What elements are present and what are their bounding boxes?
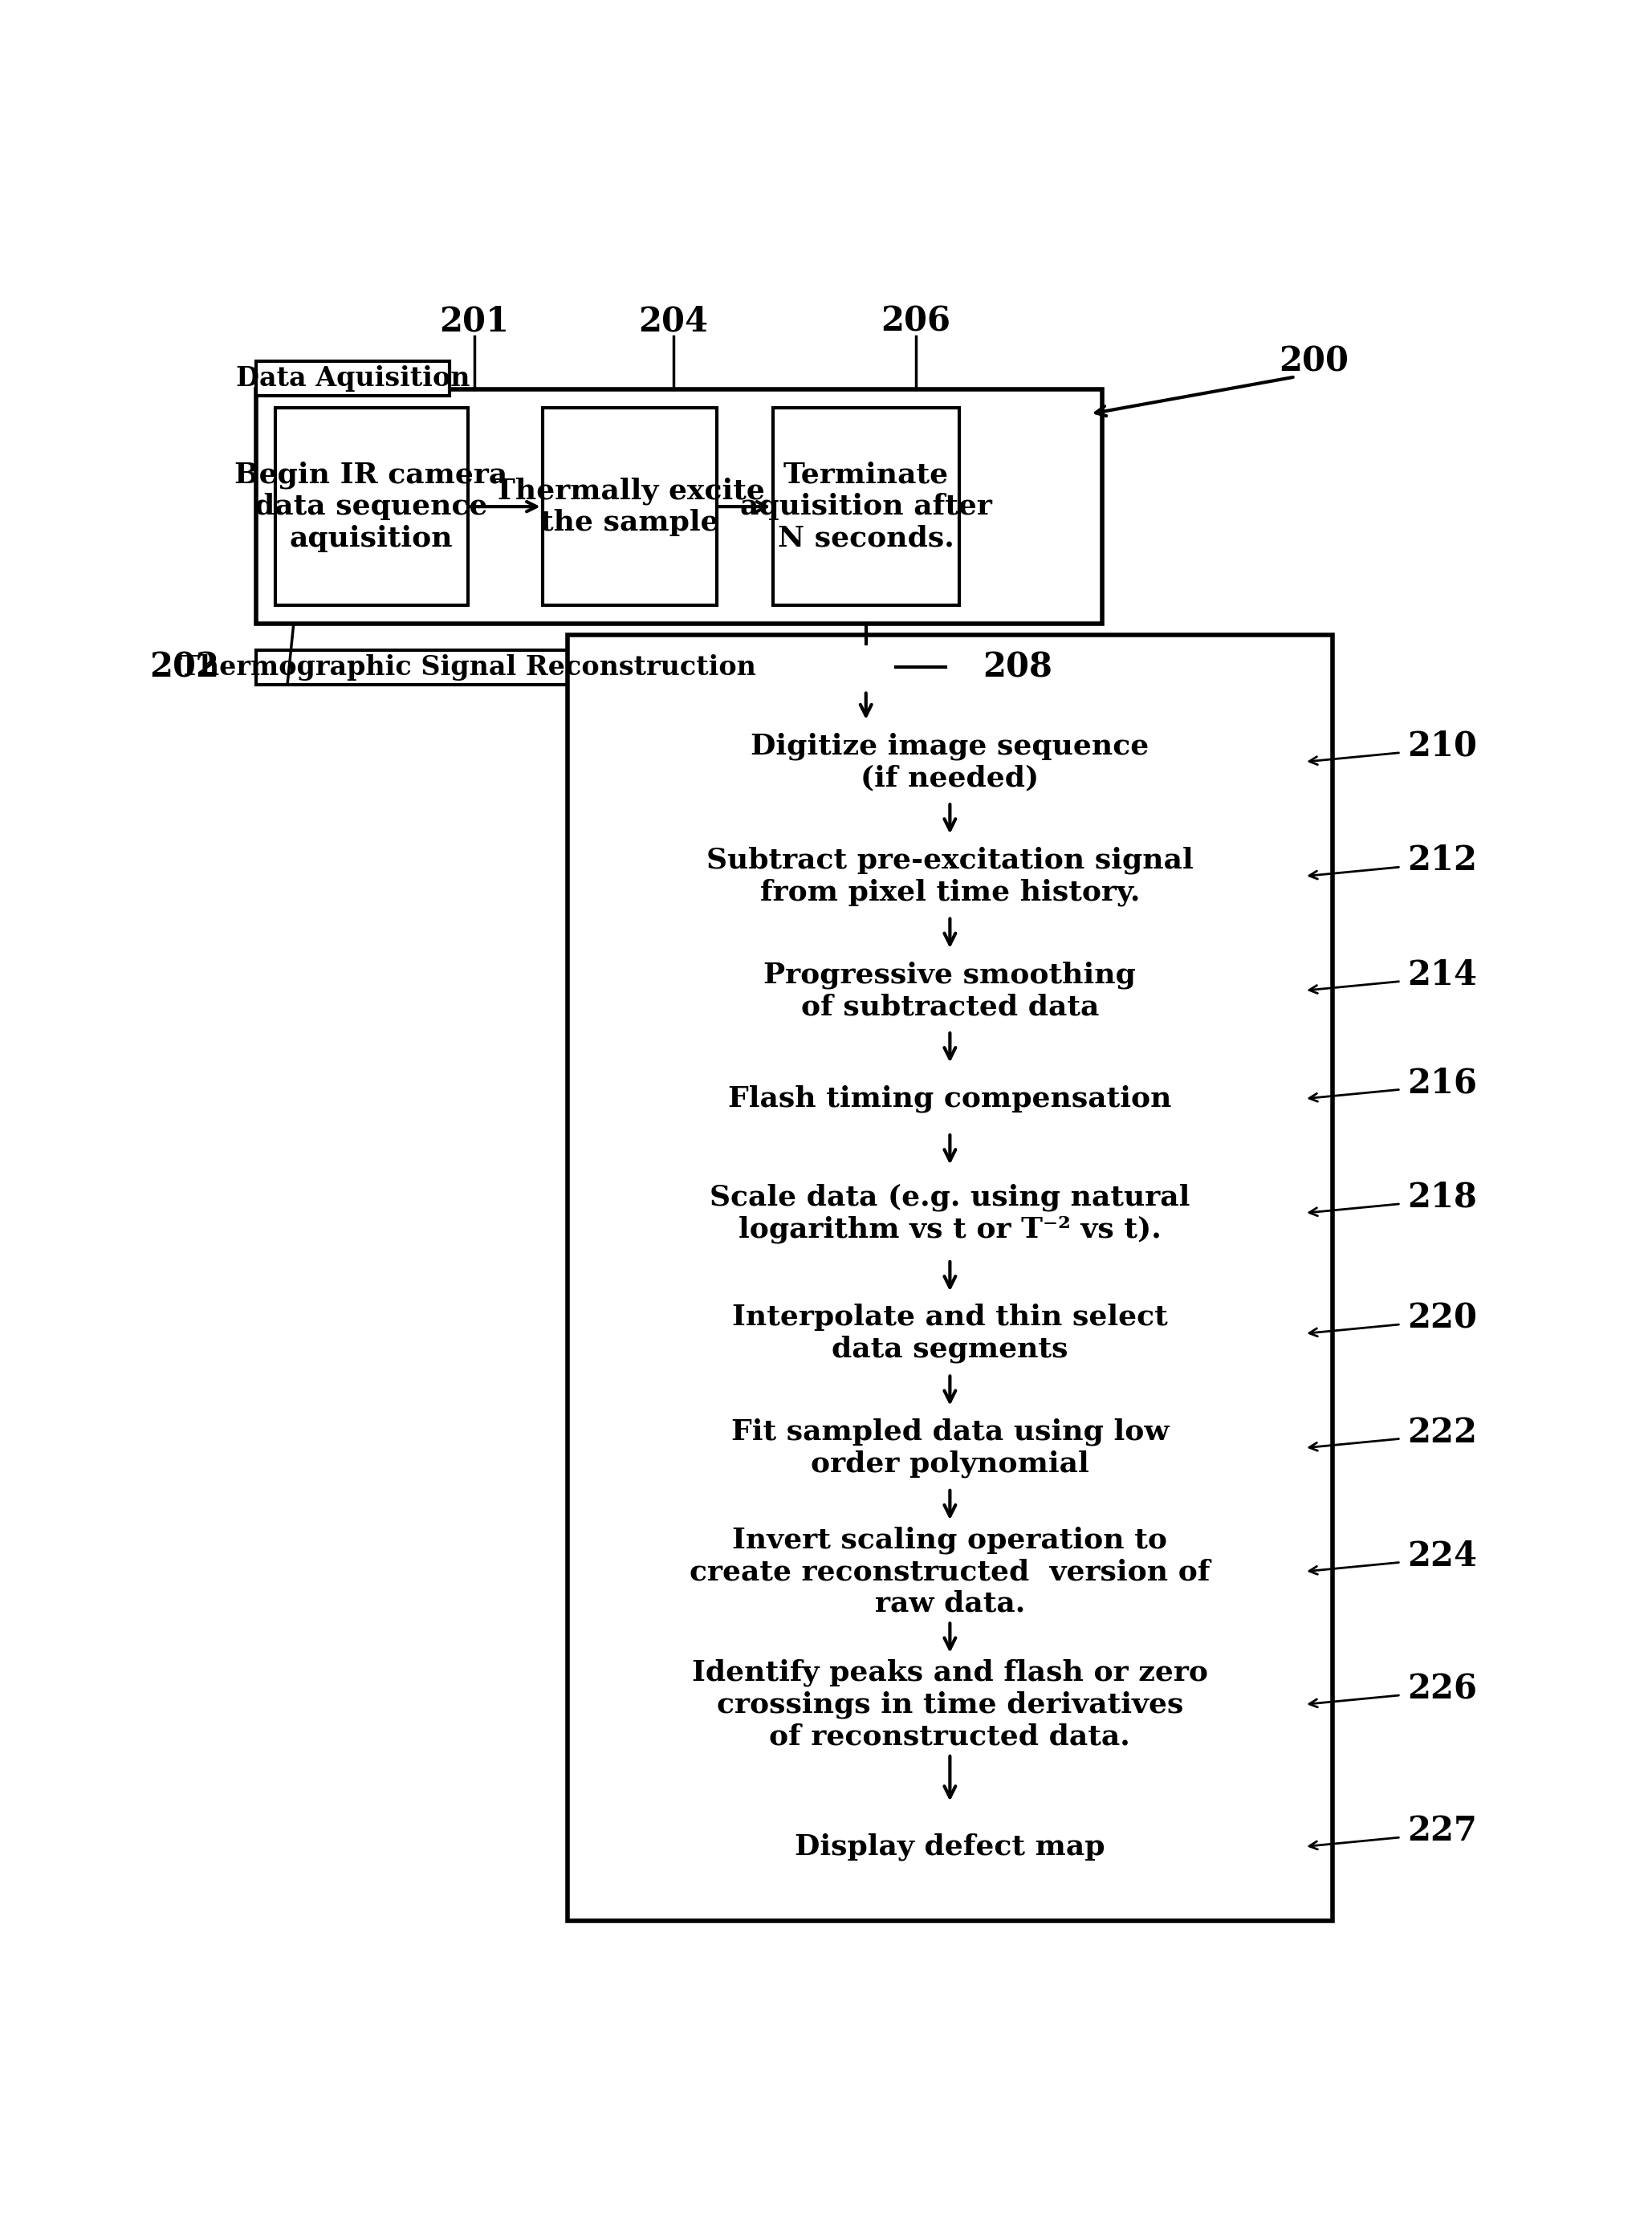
Text: 206: 206 xyxy=(881,305,950,339)
Text: 224: 224 xyxy=(1408,1540,1477,1573)
Text: Invert scaling operation to
create reconstructed  version of
raw data.: Invert scaling operation to create recon… xyxy=(689,1527,1211,1618)
Text: Scale data (e.g. using natural
logarithm vs t or T⁻² vs t).: Scale data (e.g. using natural logarithm… xyxy=(710,1184,1189,1244)
Text: 227: 227 xyxy=(1408,1815,1477,1848)
FancyBboxPatch shape xyxy=(274,407,468,606)
Text: Begin IR camera
data sequence
aquisition: Begin IR camera data sequence aquisition xyxy=(235,460,507,551)
Text: 212: 212 xyxy=(1408,843,1477,879)
FancyBboxPatch shape xyxy=(542,407,717,606)
FancyBboxPatch shape xyxy=(598,837,1302,916)
Text: 226: 226 xyxy=(1408,1673,1477,1706)
Text: Fit sampled data using low
order polynomial: Fit sampled data using low order polynom… xyxy=(730,1419,1170,1478)
Text: Flash timing compensation: Flash timing compensation xyxy=(729,1084,1171,1113)
FancyBboxPatch shape xyxy=(598,1523,1302,1620)
Text: Progressive smoothing
of subtracted data: Progressive smoothing of subtracted data xyxy=(763,960,1137,1020)
Text: Data Aquisition: Data Aquisition xyxy=(236,365,469,392)
Text: 218: 218 xyxy=(1408,1182,1477,1215)
FancyBboxPatch shape xyxy=(773,407,960,606)
Text: Display defect map: Display defect map xyxy=(795,1832,1105,1861)
Text: 216: 216 xyxy=(1408,1067,1477,1100)
FancyBboxPatch shape xyxy=(598,949,1302,1031)
FancyBboxPatch shape xyxy=(567,635,1333,1921)
FancyBboxPatch shape xyxy=(598,1804,1302,1890)
Text: 214: 214 xyxy=(1408,958,1477,991)
Text: Thermographic Signal Reconstruction: Thermographic Signal Reconstruction xyxy=(180,655,757,682)
Text: Terminate
aquisition after
N seconds.: Terminate aquisition after N seconds. xyxy=(740,460,991,551)
FancyBboxPatch shape xyxy=(598,721,1302,801)
FancyBboxPatch shape xyxy=(256,651,679,684)
Text: 201: 201 xyxy=(439,305,509,339)
FancyBboxPatch shape xyxy=(598,1064,1302,1133)
Text: 200: 200 xyxy=(1279,345,1348,378)
Text: 220: 220 xyxy=(1408,1301,1477,1334)
Text: Digitize image sequence
(if needed): Digitize image sequence (if needed) xyxy=(750,733,1150,792)
Text: 222: 222 xyxy=(1408,1416,1477,1450)
FancyBboxPatch shape xyxy=(598,1292,1302,1374)
Text: 204: 204 xyxy=(638,305,709,339)
Text: Interpolate and thin select
data segments: Interpolate and thin select data segment… xyxy=(732,1303,1168,1363)
Text: 208: 208 xyxy=(983,651,1052,684)
Text: 210: 210 xyxy=(1408,730,1477,763)
Text: Identify peaks and flash or zero
crossings in time derivatives
of reconstructed : Identify peaks and flash or zero crossin… xyxy=(692,1660,1208,1750)
FancyBboxPatch shape xyxy=(598,1655,1302,1755)
Text: 202: 202 xyxy=(149,651,220,684)
Text: Subtract pre-excitation signal
from pixel time history.: Subtract pre-excitation signal from pixe… xyxy=(707,845,1193,905)
FancyBboxPatch shape xyxy=(598,1166,1302,1259)
FancyBboxPatch shape xyxy=(256,361,449,396)
FancyBboxPatch shape xyxy=(256,389,1102,624)
Text: Thermally excite
the sample: Thermally excite the sample xyxy=(494,478,765,536)
FancyBboxPatch shape xyxy=(598,1407,1302,1487)
